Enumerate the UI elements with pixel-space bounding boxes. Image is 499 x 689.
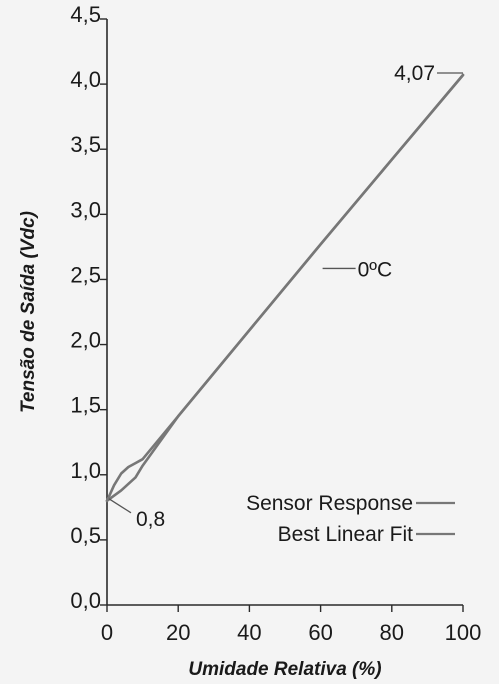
y-tick-label: 3,0 (70, 197, 101, 222)
y-tick-label: 4,0 (70, 67, 101, 92)
annotation-leader (108, 498, 132, 514)
y-axis-title: Tensão de Saída (Vdc) (18, 211, 39, 413)
annotation-layer: 4,07 0ºC 0,8 (108, 62, 463, 531)
annotation-label-0-8: 0,8 (136, 508, 165, 531)
x-axis-title: Umidade Relativa (%) (188, 659, 381, 680)
x-tick-label: 0 (101, 620, 113, 645)
y-tick-label: 2,5 (70, 262, 101, 287)
legend-label: Best Linear Fit (278, 523, 414, 546)
series-layer (105, 73, 465, 503)
x-tick-label: 100 (445, 620, 482, 645)
x-tick-label: 40 (237, 620, 261, 645)
annotation-label-4-07: 4,07 (394, 62, 435, 85)
x-tick-label: 80 (380, 620, 404, 645)
series-line-best-linear-fit (105, 73, 465, 503)
annotation-label-0c: 0ºC (358, 258, 393, 281)
legend: Sensor Response Best Linear Fit (246, 492, 455, 546)
y-tick-label: 0,5 (70, 523, 101, 548)
legend-label: Sensor Response (246, 492, 413, 515)
y-tick-label: 2,0 (70, 328, 101, 353)
y-tick-label: 4,5 (70, 2, 101, 27)
x-tick-label: 60 (308, 620, 332, 645)
y-tick-label: 1,0 (70, 458, 101, 483)
x-tick-label: 20 (166, 620, 190, 645)
y-tick-label: 0,0 (70, 588, 101, 613)
y-tick-label: 1,5 (70, 393, 101, 418)
axes: 0,0 0,5 1,0 1,5 2,0 2,5 3,0 3,5 4,0 4,5 0 20 40 60 80 1… (18, 2, 481, 680)
y-tick-label: 3,5 (70, 132, 101, 157)
